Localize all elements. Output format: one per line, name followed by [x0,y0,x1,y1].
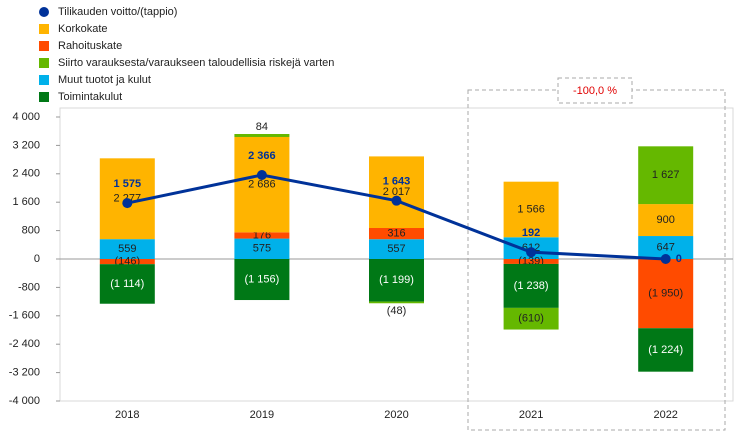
value-label: 575 [253,243,271,255]
bar-segment [369,156,424,229]
legend-marker [39,41,49,51]
y-tick-label: -4 000 [9,395,40,407]
bar-segment [638,259,694,329]
y-tick-label: -1 600 [9,310,40,322]
x-tick-label: 2020 [384,409,408,421]
line-point [526,247,537,258]
x-tick-label: 2018 [115,409,139,421]
bar-segment [503,263,559,308]
y-tick-label: 1 600 [12,196,40,208]
bar-segment [99,259,155,265]
line-value-label: 192 [522,227,540,239]
y-tick-label: -2 400 [9,338,40,350]
y-tick-label: -3 200 [9,367,40,379]
x-tick-label: 2022 [653,409,677,421]
legend-label: Korkokate [58,23,108,35]
annotation-box [557,77,633,104]
legend-label: Muut tuotot ja kulut [58,74,151,86]
value-label: 559 [118,243,136,255]
annotation: -100,0 % [573,85,617,97]
y-tick-label: 3 200 [12,139,40,151]
value-label: 316 [387,228,405,240]
line-value-label: 2 366 [248,150,276,162]
value-label: 2 686 [248,179,276,191]
legend-marker [39,24,49,34]
y-tick-label: 800 [22,225,40,237]
bar-segment [638,236,694,259]
bar-segment [234,232,290,239]
bar-segment [638,328,694,372]
y-tick-label: -800 [18,281,40,293]
value-label: 557 [387,243,405,255]
line-point [391,195,402,206]
value-label: 2 017 [383,186,411,198]
value-label: (1 199) [379,274,414,286]
value-label: (1 156) [244,273,279,285]
bar-segment [234,238,290,259]
bar-segment [503,259,559,264]
legend-marker [39,58,49,68]
value-label: (1 950) [648,288,683,300]
value-label: 84 [256,121,268,133]
bar-segment [369,239,424,259]
value-label: (1 224) [648,344,683,356]
bar-segment [99,239,155,259]
legend-marker [39,92,49,102]
line-point [122,198,133,209]
line-value-label: 0 [676,253,682,265]
bar-segment [369,301,424,304]
bar-segment [99,264,155,304]
legend-label: Siirto varauksesta/varaukseen taloudelli… [58,57,334,69]
bar-segment [503,307,559,330]
bar-segment [234,136,290,233]
value-label: 900 [657,214,675,226]
bar-segment [638,204,694,237]
y-tick-label: 2 400 [12,168,40,180]
x-tick-label: 2019 [250,409,274,421]
line-value-label: 1 643 [383,176,411,188]
bar-segment [638,146,694,205]
value-label: (1 238) [514,280,549,292]
legend-label: Toimintakulut [58,91,122,103]
line-value-label: 1 575 [114,178,142,190]
x-tick-label: 2021 [519,409,543,421]
bar-segment [369,259,424,302]
value-label: (610) [518,313,544,325]
plot-frame [59,107,734,402]
line-point [256,170,267,181]
value-label: (1 114) [110,278,144,290]
bar-segment [234,259,290,301]
bar-segment [234,134,290,137]
legend-marker [39,7,49,17]
legend-marker [39,75,49,85]
value-label: 176 [253,229,271,241]
value-label: 647 [657,241,675,253]
value-label: 1 627 [652,169,680,181]
bar-segment [369,228,424,240]
value-label: 1 566 [517,203,545,215]
value-label: (48) [387,305,407,317]
y-tick-label: 4 000 [12,111,40,123]
line-point [660,254,671,264]
y-tick-label: 0 [34,253,40,265]
legend-label: Tilikauden voitto/(tappio) [58,6,177,18]
bar-segment [503,181,559,238]
legend-label: Rahoituskate [58,40,122,52]
